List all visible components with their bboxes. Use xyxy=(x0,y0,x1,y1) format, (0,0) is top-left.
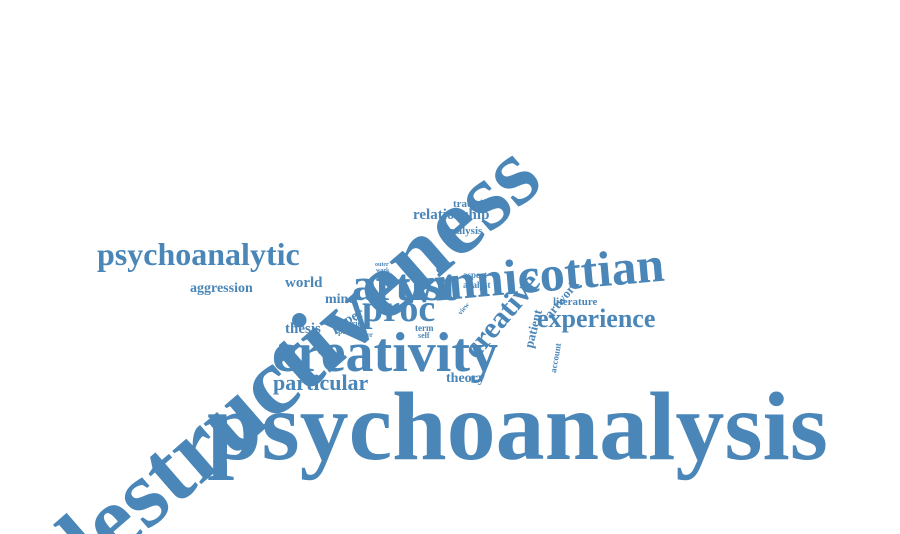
word-work: work xyxy=(376,268,390,274)
word-account: account xyxy=(548,342,564,374)
word-psychoanalysis: psychoanalysis xyxy=(207,373,828,481)
word-relationship: relationship xyxy=(413,207,490,223)
word-proc: proc xyxy=(362,288,436,330)
word-patient: patient xyxy=(521,307,546,350)
word-aggression: aggression xyxy=(190,281,253,296)
word-tradition: tradition xyxy=(453,198,495,210)
word-aspect: aspect xyxy=(463,270,487,280)
word-theory: theory xyxy=(446,371,485,386)
word-mind: mind xyxy=(325,292,357,307)
word-psychoanalytic: psychoanalytic xyxy=(97,236,300,272)
word-particular: particular xyxy=(273,370,369,395)
word-literature: literature xyxy=(553,296,598,308)
word-inner: inner xyxy=(357,331,373,339)
word-series: series xyxy=(345,319,365,328)
word-analyst: analyst xyxy=(463,280,491,290)
word-space: space xyxy=(335,327,354,336)
word-outer: outer xyxy=(375,262,389,268)
word-self: self xyxy=(418,331,430,340)
word-term: term xyxy=(415,323,434,333)
word-thesis: thesis xyxy=(285,321,321,337)
word-experience: experience xyxy=(537,304,656,333)
word-artist: artist xyxy=(352,259,457,310)
word-analysis: analysis xyxy=(445,225,483,237)
word-world: world xyxy=(285,275,323,291)
word-creativity: creativity xyxy=(272,322,498,384)
